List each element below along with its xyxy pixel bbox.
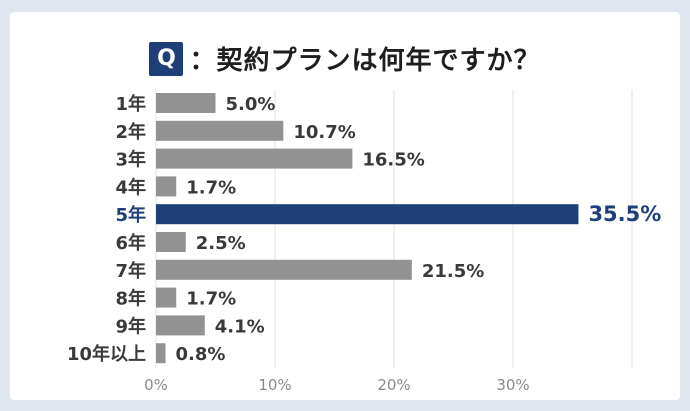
question-badge: Q: [149, 41, 184, 76]
bar-7: [156, 259, 412, 280]
value-label: 1.7%: [186, 289, 236, 310]
chart-title: Q ：契約プランは何年ですか？: [0, 40, 690, 77]
category-label: 4年: [115, 176, 146, 198]
category-label: 10年以上: [67, 343, 146, 365]
category-label: 9年: [115, 315, 146, 337]
bar-5: [156, 204, 579, 225]
category-label: 3年: [115, 149, 146, 171]
value-label: 5.0%: [226, 94, 276, 115]
x-tick-label: 30%: [496, 376, 529, 394]
bar-8: [156, 287, 177, 308]
value-label: 0.8%: [176, 344, 226, 365]
value-label: 16.5%: [362, 150, 424, 171]
question-text: ：契約プランは何年ですか？: [189, 46, 541, 76]
x-tick-label: 20%: [377, 376, 410, 394]
value-label: 10.7%: [293, 122, 355, 143]
bar-10: [156, 343, 166, 364]
value-label: 4.1%: [215, 316, 265, 337]
category-label: 8年: [115, 288, 146, 310]
value-label: 2.5%: [196, 233, 246, 254]
value-label: 35.5%: [588, 202, 661, 226]
category-label: 2年: [115, 121, 146, 143]
bar-3: [156, 148, 353, 169]
bar-6: [156, 232, 186, 252]
value-label: 21.5%: [422, 261, 484, 282]
labels: 0% 10% 20% 30% 1年 5.0% 2年 10.7% 3年 16.5% 4年 1.7% 5年 3…: [67, 93, 661, 394]
bar-2: [156, 120, 284, 141]
bar-4: [156, 176, 177, 197]
category-label: 7年: [115, 260, 146, 282]
category-label: 6年: [115, 232, 146, 254]
bar-9: [156, 315, 205, 336]
x-tick-label: 0%: [144, 376, 168, 394]
category-label: 5年: [115, 204, 146, 226]
bars: [156, 93, 579, 364]
value-label: 1.7%: [186, 177, 236, 198]
category-label: 1年: [115, 93, 146, 115]
bar-1: [156, 93, 216, 113]
x-tick-label: 10%: [258, 376, 291, 394]
